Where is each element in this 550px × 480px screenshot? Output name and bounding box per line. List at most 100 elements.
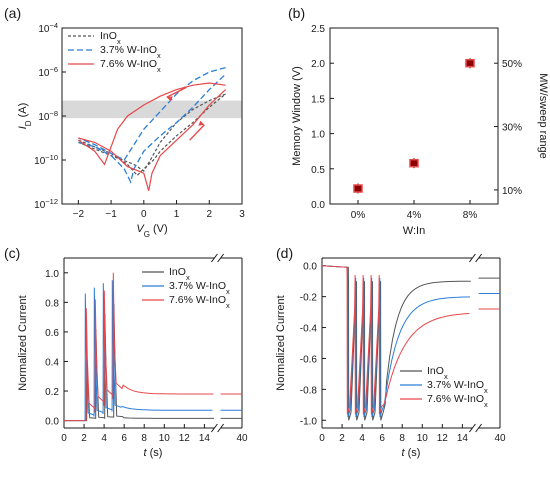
- x-tick-label-d: 12: [437, 433, 449, 444]
- x-tick-label-c: 4: [101, 433, 107, 444]
- x-tick-label-d: 0: [319, 433, 325, 444]
- y-tick-label-d: -0.4: [300, 324, 318, 335]
- y-tick-label-a: 10−4: [38, 21, 58, 36]
- legend-entry-c-0: InOx: [169, 266, 190, 282]
- axis-break-mark-c: [217, 253, 225, 263]
- panel-a-iv-hysteresis-chart: −2 −1 0 1 2 3 10−4 10−6 10−8 10−10 10−12 VG (V) ID (…: [17, 21, 245, 239]
- panel-b-memory-window-chart: 0.0 0.5 1.0 1.5 2.0 2.5 0% 4% 8% 10% 30% 50% W:In Mem…: [291, 24, 549, 237]
- axis-break-mark-c: [217, 423, 225, 433]
- y-axis-label-d: Normalized Current: [275, 295, 287, 390]
- series-line-c-0: [64, 303, 214, 422]
- series-line-d-0: [321, 265, 471, 421]
- x-tick-label-c: 0: [61, 433, 67, 444]
- x-tick-label-c: 10: [159, 433, 171, 444]
- series-line-d-1: [321, 265, 471, 418]
- panel-c-positive-pulse-chart: 0 2 4 6 8 10 12 14 40 t (s) Normalized Current 0.0 0…: [17, 253, 248, 459]
- x-tick-label-c: 12: [179, 433, 191, 444]
- y-tick-label-c: 0.2: [45, 387, 59, 398]
- axis-break-mark-d: [469, 253, 476, 263]
- y-tick-label-d: -0.2: [300, 293, 318, 304]
- x-axis-label-d: t (s): [402, 447, 421, 459]
- legend-entry-a-0: InOx: [100, 30, 121, 46]
- legend-entry-d-0: InOx: [427, 365, 448, 381]
- panel-label-a: (a): [4, 5, 21, 21]
- hysteresis-arrow-lower: [189, 124, 205, 141]
- y-tick-label-b: 2.0: [311, 59, 325, 70]
- y-tick-label-c: 0.0: [45, 417, 59, 428]
- x-tick-label-a: 0: [141, 209, 147, 220]
- y-tick-label-d: -1.0: [300, 416, 318, 427]
- x-tick-label-d: 2: [339, 433, 345, 444]
- y-tick-label-c: 0.4: [45, 357, 59, 368]
- y-tick-label-d: -0.8: [300, 385, 318, 396]
- y-axis-label-b: Memory Window (V): [291, 66, 303, 166]
- legend-entry-a-1: 3.7% W-InOx: [100, 44, 161, 60]
- x-tick-label-c: 40: [236, 433, 248, 444]
- x-tick-label-b: 0%: [351, 210, 366, 221]
- y-tick-label-b: 0.5: [311, 165, 325, 176]
- x-tick-label-c: 6: [121, 433, 127, 444]
- x-tick-label-d: 40: [494, 433, 506, 444]
- data-point-b-0: [353, 184, 363, 193]
- y-tick-label-b: 2.5: [311, 24, 325, 35]
- hysteresis-arrow-upper: [166, 86, 187, 98]
- y-tick-label-b: 0.0: [311, 200, 325, 211]
- x-axis-label-c: t (s): [144, 447, 163, 459]
- data-point-b-1: [409, 158, 419, 168]
- x-tick-label-c: 14: [199, 433, 211, 444]
- axis-break-mark-d: [475, 423, 483, 433]
- x-tick-label-a: 1: [174, 209, 180, 220]
- y-tick-label-a: 10−8: [38, 109, 58, 124]
- x-tick-label-c: 2: [81, 433, 87, 444]
- x-tick-label-b: 8%: [463, 210, 478, 221]
- axis-break-mark-c: [211, 253, 218, 263]
- panel-label-b: (b): [288, 5, 305, 21]
- x-tick-label-a: 3: [239, 209, 245, 220]
- y-tick-label-c: 0.6: [45, 328, 59, 339]
- read-band: [62, 100, 242, 119]
- series-line-rev-2: [78, 82, 226, 166]
- x-axis-label-b: W:In: [403, 225, 425, 237]
- y-tick-label-b: 1.0: [311, 130, 325, 141]
- y-tick-label-c: 1.0: [45, 269, 59, 280]
- hysteresis-arrowhead-upper: [166, 96, 173, 102]
- series-line-fwd-1: [78, 73, 227, 184]
- y-tick-label-d: -0.6: [300, 354, 318, 365]
- axis-break-mark-c: [211, 423, 218, 433]
- legend-entry-c-1: 3.7% W-InOx: [169, 280, 230, 296]
- series-line-d-2: [321, 265, 470, 415]
- legend-entry-c-2: 7.6% W-InOx: [169, 294, 230, 310]
- y-tick-label-d: 0.0: [303, 262, 317, 273]
- y-tick-label-c: 0.8: [45, 298, 59, 309]
- x-tick-label-d: 4: [359, 433, 365, 444]
- x-tick-label-b: 4%: [407, 210, 422, 221]
- axis-break-mark-d: [475, 253, 483, 263]
- y-axis-label-c: Normalized Current: [17, 295, 29, 390]
- y2-tick-label-b: 10%: [502, 186, 522, 197]
- y-tick-label-b: 1.5: [311, 94, 325, 105]
- axis-break-mark-d: [469, 423, 476, 433]
- y2-tick-label-b: 50%: [502, 59, 522, 70]
- series-line-c-1: [64, 280, 213, 422]
- panel-label-d: (d): [276, 245, 293, 261]
- y-tick-label-a: 10−6: [38, 65, 58, 80]
- panel-label-c: (c): [4, 245, 20, 261]
- hysteresis-arrowhead-lower: [198, 120, 205, 126]
- y-tick-label-a: 10−10: [34, 153, 58, 168]
- y2-axis-label-b: MW/sweep range: [537, 73, 549, 159]
- legend-entry-d-1: 3.7% W-InOx: [427, 379, 488, 395]
- x-tick-label-a: −2: [73, 209, 85, 220]
- panel-d-negative-pulse-chart: 0 2 4 6 8 10 12 14 40 t (s) Normalized Current 0.0 -…: [275, 253, 506, 459]
- x-tick-label-a: −1: [105, 209, 117, 220]
- x-tick-label-d: 6: [379, 433, 385, 444]
- x-tick-label-a: 2: [206, 209, 212, 220]
- y2-tick-label-b: 30%: [502, 123, 522, 134]
- series-line-fwd-2: [78, 89, 227, 191]
- y-axis-label-a: ID (A): [17, 103, 33, 130]
- legend-entry-d-2: 7.6% W-InOx: [427, 393, 488, 409]
- plot-frame-b: [329, 27, 499, 205]
- x-tick-label-d: 14: [457, 433, 469, 444]
- data-point-b-2: [465, 58, 475, 68]
- y-tick-label-a: 10−12: [34, 197, 58, 212]
